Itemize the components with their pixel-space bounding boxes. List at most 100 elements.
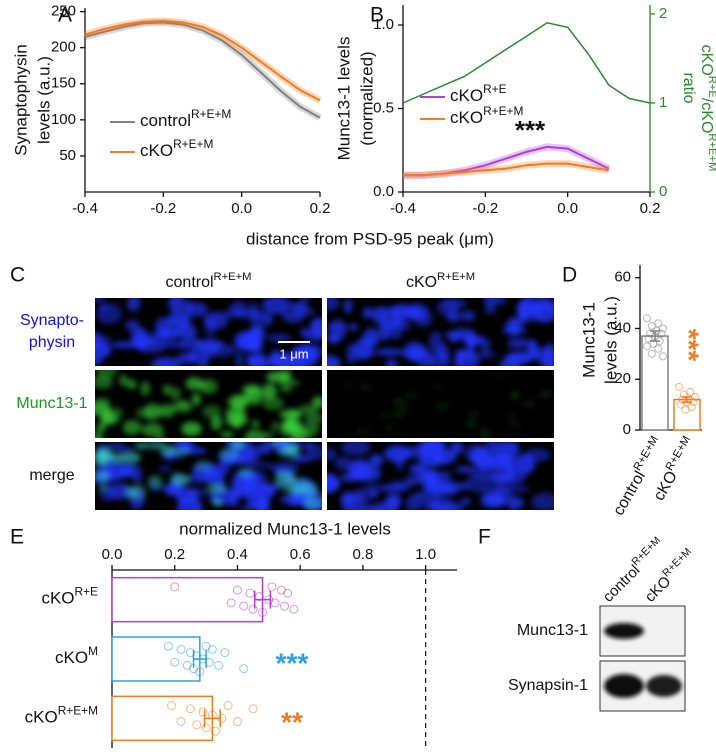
image-blob — [423, 468, 437, 488]
image-blob — [455, 349, 469, 358]
data-point — [163, 641, 173, 651]
label-part: control — [610, 468, 649, 518]
data-point — [185, 704, 195, 714]
image-blob — [160, 445, 175, 456]
image — [342, 371, 554, 438]
image-blob — [428, 331, 443, 353]
image-blob — [220, 431, 234, 438]
row-label: physin — [29, 334, 75, 351]
image-blob — [185, 377, 204, 390]
legend-label: cKOR+E+M — [140, 137, 213, 160]
image-blob — [298, 298, 310, 305]
image-blob — [206, 484, 227, 494]
image-blob — [169, 447, 190, 456]
image-blob — [185, 302, 208, 317]
superscript: R+E — [483, 82, 507, 96]
image-blob — [335, 456, 352, 470]
data-point — [211, 726, 220, 736]
image-blob — [353, 339, 373, 361]
image-blob — [465, 343, 476, 364]
image-blob — [327, 476, 341, 493]
image-blob — [430, 496, 454, 510]
image-blob — [98, 481, 108, 493]
y-axis-label: Munc13-1 — [579, 302, 598, 378]
image-blob — [444, 330, 469, 339]
image-blob — [405, 473, 422, 486]
y-tick-label: 20 — [614, 370, 631, 387]
image-blob — [126, 379, 137, 390]
label-part: cKO — [140, 141, 173, 160]
image-blob — [488, 472, 512, 485]
image-blob — [231, 442, 245, 449]
image-blob — [108, 453, 126, 463]
image-blob — [495, 371, 508, 379]
superscript: M — [88, 644, 98, 658]
image-blob — [533, 346, 554, 364]
image-blob — [348, 323, 359, 331]
y-tick-label: 0 — [623, 421, 631, 438]
data-point — [239, 664, 249, 674]
superscript: R+E+M — [214, 271, 252, 283]
image-blob — [192, 393, 201, 406]
image-blob — [327, 333, 341, 344]
image-blob — [181, 421, 202, 436]
data-point — [270, 598, 280, 608]
image-blob — [501, 326, 528, 335]
image-blob — [148, 475, 163, 488]
blot-bands — [604, 674, 682, 698]
superscript: R+E+M — [437, 271, 475, 283]
y-axis-label: Synaptophysin — [11, 44, 30, 156]
x-tick-label: -0.4 — [72, 200, 98, 217]
image-blob — [218, 447, 240, 461]
image-blob — [405, 495, 420, 510]
image-blob — [343, 298, 353, 314]
axis-line — [84, 8, 320, 193]
image-blob — [238, 468, 254, 478]
image — [327, 298, 554, 366]
image-blob — [136, 407, 154, 419]
image-blob — [342, 381, 356, 389]
image-blob — [95, 298, 105, 303]
panel-label: A — [58, 4, 72, 27]
image-blob — [158, 340, 186, 349]
x-tick-label: -0.2 — [472, 200, 498, 217]
data-point — [207, 710, 217, 720]
image-blob — [488, 453, 514, 471]
annotation: *** — [515, 115, 546, 145]
data-point — [248, 604, 258, 614]
y-tick-label: 100 — [51, 111, 76, 128]
x-tick-label: 0.2 — [164, 546, 185, 563]
image-blob — [299, 483, 319, 498]
image-blob — [369, 454, 384, 467]
image-blob — [233, 486, 260, 499]
image-blob — [385, 493, 402, 509]
image-blob — [290, 455, 312, 462]
y-axis-label: levels (a.u.) — [34, 56, 53, 144]
image-blob — [505, 413, 516, 423]
row-label: Munc13-1 — [517, 622, 588, 639]
image-blob — [162, 384, 172, 395]
legend-label: controlR+E+M — [140, 107, 231, 130]
image-blob — [395, 452, 404, 472]
error-bar — [682, 396, 692, 403]
image-blob — [256, 483, 276, 500]
data-point — [283, 588, 293, 598]
image-blob — [531, 492, 554, 510]
image-blob — [228, 494, 239, 508]
image-blob — [417, 442, 444, 456]
image-blob — [194, 460, 213, 472]
x-tick-label: 0.2 — [640, 200, 661, 217]
data-point — [258, 607, 268, 617]
data-point — [170, 657, 180, 667]
data-point — [201, 641, 211, 651]
image-blob — [176, 352, 198, 365]
x-tick-label: -0.2 — [150, 200, 176, 217]
y2-axis-label: cKOR+E/cKOR+E+M — [698, 45, 716, 172]
y-tick-label: 0.5 — [373, 99, 394, 116]
label-part: cKO — [651, 468, 681, 503]
bar — [111, 636, 201, 682]
data-point — [192, 720, 202, 730]
data-point — [675, 382, 683, 391]
image-blob — [375, 348, 405, 356]
image-blob — [327, 324, 347, 331]
